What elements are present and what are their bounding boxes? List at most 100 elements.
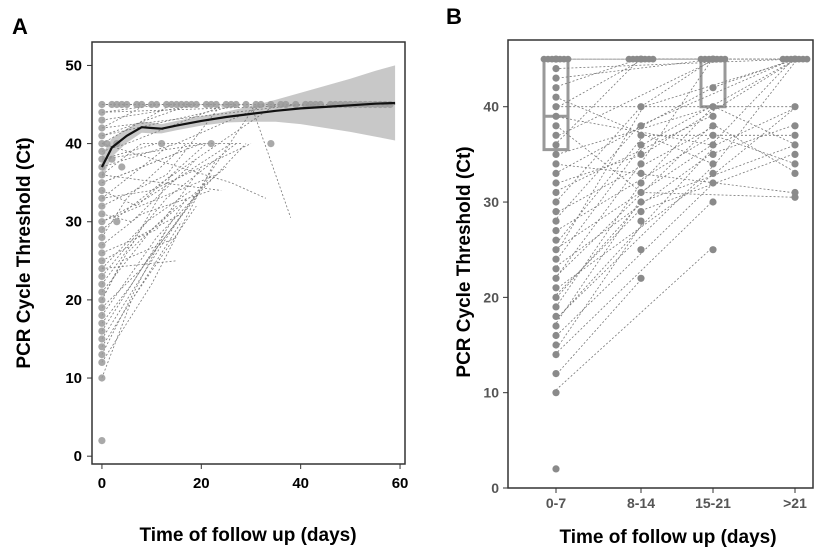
- trajectory-line: [556, 58, 797, 260]
- trajectory-line: [557, 58, 798, 184]
- trajectory-line: [101, 237, 177, 301]
- data-point: [277, 100, 285, 109]
- trajectory-line: [101, 159, 217, 363]
- trajectory-line: [558, 58, 798, 108]
- trajectory-line: [553, 58, 639, 89]
- data-point: [709, 169, 717, 177]
- data-point: [133, 100, 141, 109]
- data-point: [552, 93, 560, 101]
- data-point: [637, 141, 645, 149]
- data-point: [98, 233, 106, 241]
- trajectory-line: [101, 166, 227, 293]
- trajectory-line: [556, 182, 714, 336]
- panel-a-y-axis-title: PCR Cycle Threshold (Ct): [14, 137, 35, 368]
- data-point: [791, 131, 799, 139]
- trajectory-line: [101, 143, 247, 316]
- data-point: [148, 100, 156, 109]
- panel-a-letter: A: [12, 14, 28, 39]
- trajectory-line: [101, 190, 192, 269]
- data-point: [207, 140, 215, 148]
- data-point: [552, 198, 560, 206]
- data-point: [98, 249, 106, 257]
- y-tick-label: 10: [65, 370, 82, 387]
- confidence-band: [101, 65, 396, 179]
- data-point: [637, 274, 645, 282]
- data-point: [637, 188, 645, 197]
- panel-b-y-axis-title: PCR Cycle Threshold (Ct): [454, 146, 475, 377]
- x-tick-label: 40: [292, 475, 309, 492]
- data-point: [552, 293, 560, 301]
- trajectory-line: [558, 106, 799, 317]
- trajectory-line: [553, 201, 640, 327]
- trajectory-line: [101, 143, 207, 207]
- data-point: [709, 246, 717, 254]
- data-point: [552, 103, 560, 111]
- box-2: [699, 57, 727, 109]
- data-point: [552, 303, 560, 311]
- data-point: [709, 160, 717, 168]
- data-point: [564, 55, 572, 63]
- trajectory-line: [558, 134, 798, 241]
- data-point: [552, 84, 560, 92]
- trajectory-line: [101, 166, 202, 254]
- panel-b-trajectories: [552, 58, 799, 393]
- y-tick-label: 20: [483, 289, 499, 305]
- data-point: [552, 322, 560, 330]
- data-point: [98, 155, 106, 163]
- x-tick-label: 20: [193, 475, 210, 492]
- data-point: [162, 100, 171, 109]
- trajectory-line: [101, 174, 172, 262]
- data-point: [552, 217, 560, 225]
- y-tick-label: 50: [65, 57, 82, 74]
- trajectory-line: [557, 106, 798, 289]
- data-point: [552, 465, 560, 473]
- data-point: [637, 160, 645, 168]
- trajectory-line: [101, 174, 217, 223]
- data-point: [721, 55, 729, 63]
- data-point: [118, 100, 126, 109]
- y-tick-label: 40: [483, 99, 499, 115]
- data-point: [98, 241, 106, 249]
- data-point: [98, 171, 106, 179]
- data-point: [709, 179, 717, 187]
- data-point: [709, 103, 717, 111]
- data-point: [98, 124, 106, 132]
- panel-b-letter: B: [446, 4, 462, 29]
- data-point: [98, 226, 106, 234]
- data-point: [302, 100, 310, 109]
- trajectory-line: [556, 278, 643, 374]
- data-point: [637, 208, 645, 216]
- data-point: [552, 236, 560, 244]
- data-point: [123, 100, 131, 109]
- data-point: [552, 112, 560, 120]
- trajectory-line: [101, 229, 167, 355]
- trajectory-line: [101, 104, 257, 340]
- data-point: [182, 100, 190, 109]
- data-point: [552, 284, 560, 292]
- data-point: [709, 150, 717, 158]
- data-point: [98, 218, 106, 226]
- data-point: [791, 169, 799, 177]
- y-tick-label: 30: [65, 214, 82, 231]
- y-tick-label: 0: [74, 448, 82, 465]
- trajectory-line: [101, 213, 182, 285]
- data-point: [637, 131, 645, 139]
- trajectory-line: [554, 144, 713, 251]
- trajectory-line: [101, 221, 182, 348]
- data-point: [98, 210, 106, 218]
- trajectory-line: [556, 144, 796, 298]
- data-point: [98, 288, 106, 296]
- x-tick-label: 0: [98, 475, 106, 492]
- data-point: [552, 65, 560, 73]
- panel-a-smooth-curve: [100, 101, 396, 168]
- panel-a-x-axis-title: Time of follow up (days): [139, 525, 356, 546]
- trajectory-line: [101, 143, 187, 238]
- data-point: [709, 122, 717, 130]
- data-point: [552, 169, 560, 177]
- trajectory-line: [558, 220, 645, 346]
- trajectory-line: [101, 260, 177, 269]
- data-point: [98, 296, 106, 304]
- data-point: [98, 257, 106, 265]
- trajectory-line: [555, 58, 714, 203]
